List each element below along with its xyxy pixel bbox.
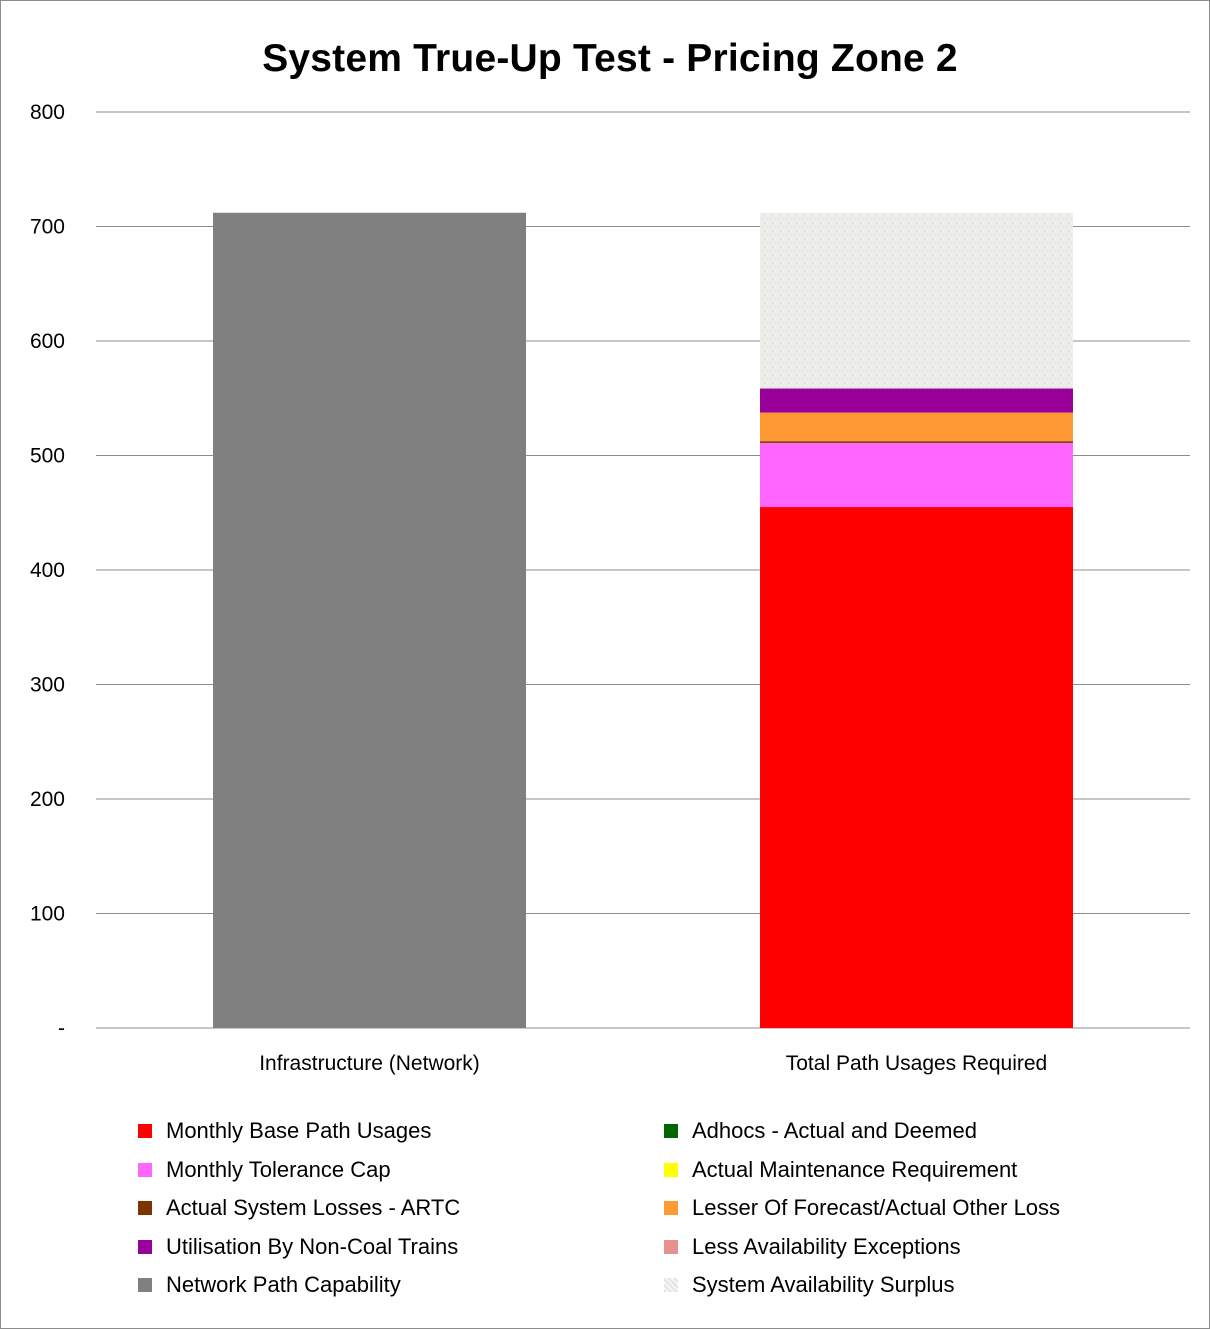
x-category-label: Total Path Usages Required — [786, 1052, 1048, 1075]
bars — [213, 212, 1073, 1028]
bar-segment-utilisation-by-non-coal-trains-1 — [760, 388, 1073, 413]
bar-segment-lesser-of-forecast-actual-other-loss-1 — [760, 412, 1073, 442]
bar-segment-network-path-capability-0 — [213, 212, 526, 1028]
bar-segment-system-availability-surplus-1 — [760, 212, 1073, 389]
y-tick-label: 200 — [30, 788, 65, 811]
y-tick-label: 100 — [30, 903, 65, 926]
bar-segment-actual-system-losses-artc-1 — [760, 441, 1073, 443]
y-tick-label: 800 — [30, 101, 65, 124]
bar-segment-monthly-tolerance-cap-1 — [760, 442, 1073, 508]
chart-title: System True-Up Test - Pricing Zone 2 — [262, 37, 958, 80]
y-tick-label: - — [58, 1017, 65, 1040]
x-axis-categories: Infrastructure (Network) Total Path Usage… — [259, 1052, 1047, 1075]
bar-segment-monthly-base-path-usages-1 — [760, 507, 1073, 1028]
y-tick-label: 400 — [30, 559, 65, 582]
x-category-label: Infrastructure (Network) — [259, 1052, 480, 1075]
y-tick-label: 500 — [30, 445, 65, 468]
y-tick-label: 300 — [30, 674, 65, 697]
y-axis-ticks: - 100 200 300 400 500 600 700 800 — [30, 101, 65, 1040]
y-tick-label: 600 — [30, 330, 65, 353]
y-tick-label: 700 — [30, 216, 65, 239]
